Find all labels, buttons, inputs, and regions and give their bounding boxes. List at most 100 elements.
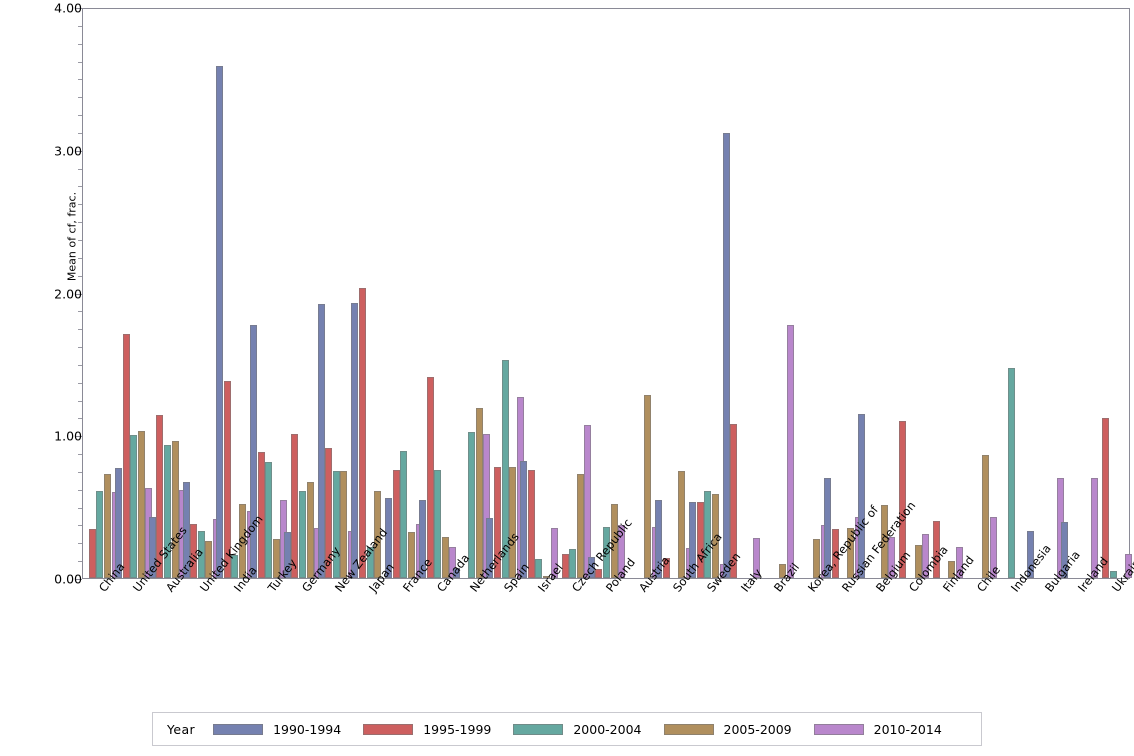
bar[interactable] bbox=[374, 490, 382, 578]
bar[interactable] bbox=[88, 529, 96, 578]
bar[interactable] bbox=[426, 376, 434, 578]
bar[interactable] bbox=[1091, 478, 1099, 578]
bar[interactable] bbox=[509, 466, 517, 578]
legend-item[interactable]: 2005-2009 bbox=[663, 722, 792, 737]
bar[interactable] bbox=[655, 499, 663, 578]
bar[interactable] bbox=[1008, 368, 1016, 578]
bar[interactable] bbox=[704, 490, 712, 578]
bar[interactable] bbox=[96, 490, 104, 578]
bar[interactable] bbox=[122, 333, 130, 578]
bar[interactable] bbox=[1102, 418, 1109, 578]
bar[interactable] bbox=[407, 532, 415, 578]
bar[interactable] bbox=[272, 539, 280, 578]
bar[interactable] bbox=[787, 325, 795, 578]
bar[interactable] bbox=[520, 460, 528, 578]
bar[interactable] bbox=[283, 532, 291, 578]
bar[interactable] bbox=[265, 462, 273, 578]
bar[interactable] bbox=[711, 493, 719, 578]
bar[interactable] bbox=[1124, 553, 1132, 578]
bar[interactable] bbox=[494, 466, 502, 578]
bar[interactable] bbox=[299, 490, 307, 578]
bar[interactable] bbox=[955, 546, 963, 578]
bar[interactable] bbox=[922, 533, 930, 578]
chart-legend[interactable]: Year 1990-1994 1995-1999 2000-2004 2005-200… bbox=[152, 712, 982, 746]
bar[interactable] bbox=[418, 499, 426, 578]
bar[interactable] bbox=[291, 433, 299, 578]
bar[interactable] bbox=[182, 482, 190, 578]
bar[interactable] bbox=[982, 455, 990, 578]
bar[interactable] bbox=[880, 505, 888, 578]
bar[interactable] bbox=[644, 395, 652, 578]
bar[interactable] bbox=[543, 576, 551, 578]
bar[interactable] bbox=[325, 448, 333, 578]
bar[interactable] bbox=[535, 559, 543, 578]
bar[interactable] bbox=[933, 520, 941, 578]
bar[interactable] bbox=[527, 469, 535, 578]
bar[interactable] bbox=[130, 435, 138, 578]
bar[interactable] bbox=[1026, 530, 1034, 578]
bar[interactable] bbox=[231, 555, 239, 578]
bar[interactable] bbox=[366, 546, 374, 578]
bar[interactable] bbox=[103, 473, 111, 578]
bar[interactable] bbox=[385, 498, 393, 578]
bar[interactable] bbox=[156, 415, 164, 578]
bar[interactable] bbox=[1109, 570, 1117, 578]
bar[interactable] bbox=[779, 563, 787, 578]
bar[interactable] bbox=[730, 423, 738, 578]
bar[interactable] bbox=[722, 132, 730, 578]
bar[interactable] bbox=[569, 549, 577, 578]
bar[interactable] bbox=[501, 359, 509, 578]
bar[interactable] bbox=[114, 468, 122, 578]
bar[interactable] bbox=[899, 420, 907, 578]
bar[interactable] bbox=[696, 502, 704, 578]
bar[interactable] bbox=[847, 528, 855, 578]
bar[interactable] bbox=[452, 568, 460, 578]
bar[interactable] bbox=[400, 450, 408, 578]
bar[interactable] bbox=[197, 530, 205, 578]
bar[interactable] bbox=[914, 545, 922, 578]
bar[interactable] bbox=[602, 526, 610, 578]
bar[interactable] bbox=[475, 408, 483, 578]
bar[interactable] bbox=[392, 469, 400, 578]
bar[interactable] bbox=[989, 516, 997, 578]
bar[interactable] bbox=[223, 381, 231, 578]
bar[interactable] bbox=[137, 430, 145, 578]
bar[interactable] bbox=[467, 432, 475, 578]
bar[interactable] bbox=[486, 518, 494, 578]
bar[interactable] bbox=[351, 302, 359, 578]
bar[interactable] bbox=[340, 470, 348, 578]
legend-item[interactable]: 2000-2004 bbox=[513, 722, 642, 737]
bar[interactable] bbox=[831, 529, 839, 578]
bar[interactable] bbox=[358, 288, 366, 578]
bar[interactable] bbox=[824, 478, 832, 578]
bar[interactable] bbox=[441, 536, 449, 578]
bar[interactable] bbox=[561, 553, 569, 578]
bar[interactable] bbox=[1060, 522, 1068, 578]
bar[interactable] bbox=[434, 469, 442, 578]
bar[interactable] bbox=[317, 303, 325, 578]
bar[interactable] bbox=[250, 325, 258, 578]
bar[interactable] bbox=[753, 538, 761, 578]
bar[interactable] bbox=[306, 482, 314, 578]
bar[interactable] bbox=[148, 516, 156, 578]
bar[interactable] bbox=[550, 528, 558, 578]
bar[interactable] bbox=[610, 503, 618, 578]
bar[interactable] bbox=[576, 473, 584, 578]
legend-item[interactable]: 2010-2014 bbox=[813, 722, 942, 737]
bar[interactable] bbox=[618, 525, 626, 578]
bar[interactable] bbox=[190, 523, 198, 578]
bar[interactable] bbox=[678, 470, 686, 578]
legend-item[interactable]: 1995-1999 bbox=[363, 722, 491, 737]
bar[interactable] bbox=[332, 470, 340, 578]
bar[interactable] bbox=[857, 413, 865, 578]
bar[interactable] bbox=[587, 556, 595, 578]
bar[interactable] bbox=[171, 440, 179, 578]
bar[interactable] bbox=[205, 540, 213, 578]
bar[interactable] bbox=[216, 65, 224, 578]
bar[interactable] bbox=[813, 539, 821, 578]
bar[interactable] bbox=[948, 560, 956, 578]
bar[interactable] bbox=[595, 569, 603, 578]
legend-item[interactable]: 1990-1994 bbox=[213, 722, 341, 737]
bar[interactable] bbox=[689, 502, 697, 578]
bar[interactable] bbox=[239, 503, 247, 578]
